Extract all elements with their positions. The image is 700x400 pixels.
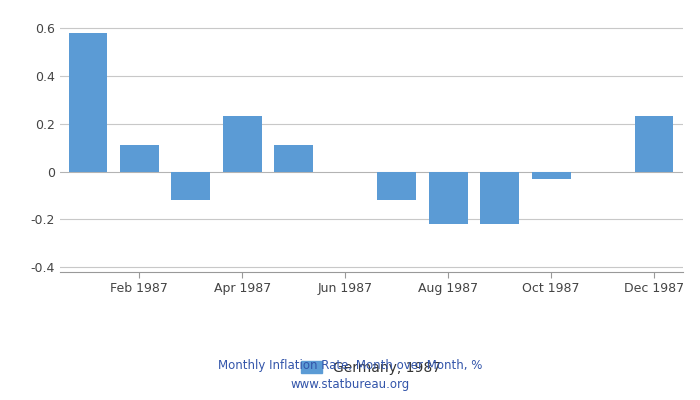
Bar: [69, 33, 107, 172]
Bar: [223, 116, 262, 172]
Bar: [377, 172, 416, 200]
Bar: [635, 116, 673, 172]
Bar: [480, 172, 519, 224]
Bar: [429, 172, 468, 224]
Legend: Germany, 1987: Germany, 1987: [295, 355, 447, 380]
Bar: [532, 172, 570, 179]
Bar: [172, 172, 210, 200]
Bar: [274, 145, 313, 172]
Text: www.statbureau.org: www.statbureau.org: [290, 378, 410, 391]
Bar: [120, 145, 159, 172]
Text: Monthly Inflation Rate, Month over Month, %: Monthly Inflation Rate, Month over Month…: [218, 360, 482, 372]
